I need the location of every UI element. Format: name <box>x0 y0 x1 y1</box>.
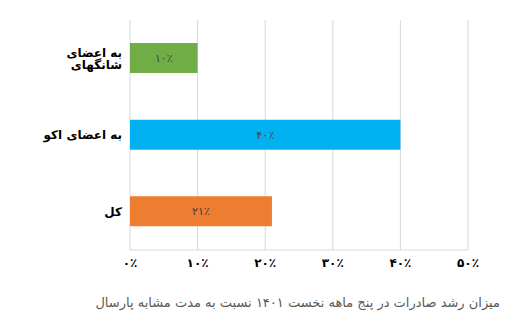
html-text:میزان رشد صادرات در پنج ماهه ن: میزان رشد صادرات در پنج ماهه نخست ۱۴۰۱ ن… <box>95 295 500 310</box>
svg-text:۴۰٪: ۴۰٪ <box>389 256 411 270</box>
svg-text:کل: کل <box>104 205 122 219</box>
svg-text:۳۰٪: ۳۰٪ <box>322 256 344 270</box>
svg-text:۰٪: ۰٪ <box>123 256 138 270</box>
svg-text:۱۰٪: ۱۰٪ <box>187 256 209 270</box>
svg-text:به اعضایشانگهای: به اعضایشانگهای <box>66 46 122 72</box>
svg-text:به اعضای اکو: به اعضای اکو <box>43 128 122 143</box>
svg-text:۵۰٪: ۵۰٪ <box>457 256 479 270</box>
svg-text:۴۰٪: ۴۰٪ <box>256 129 274 142</box>
svg-text:۲۰٪: ۲۰٪ <box>254 256 276 270</box>
svg-text:۱۰٪: ۱۰٪ <box>155 52 173 65</box>
svg-text:۲۱٪: ۲۱٪ <box>192 205 210 218</box>
